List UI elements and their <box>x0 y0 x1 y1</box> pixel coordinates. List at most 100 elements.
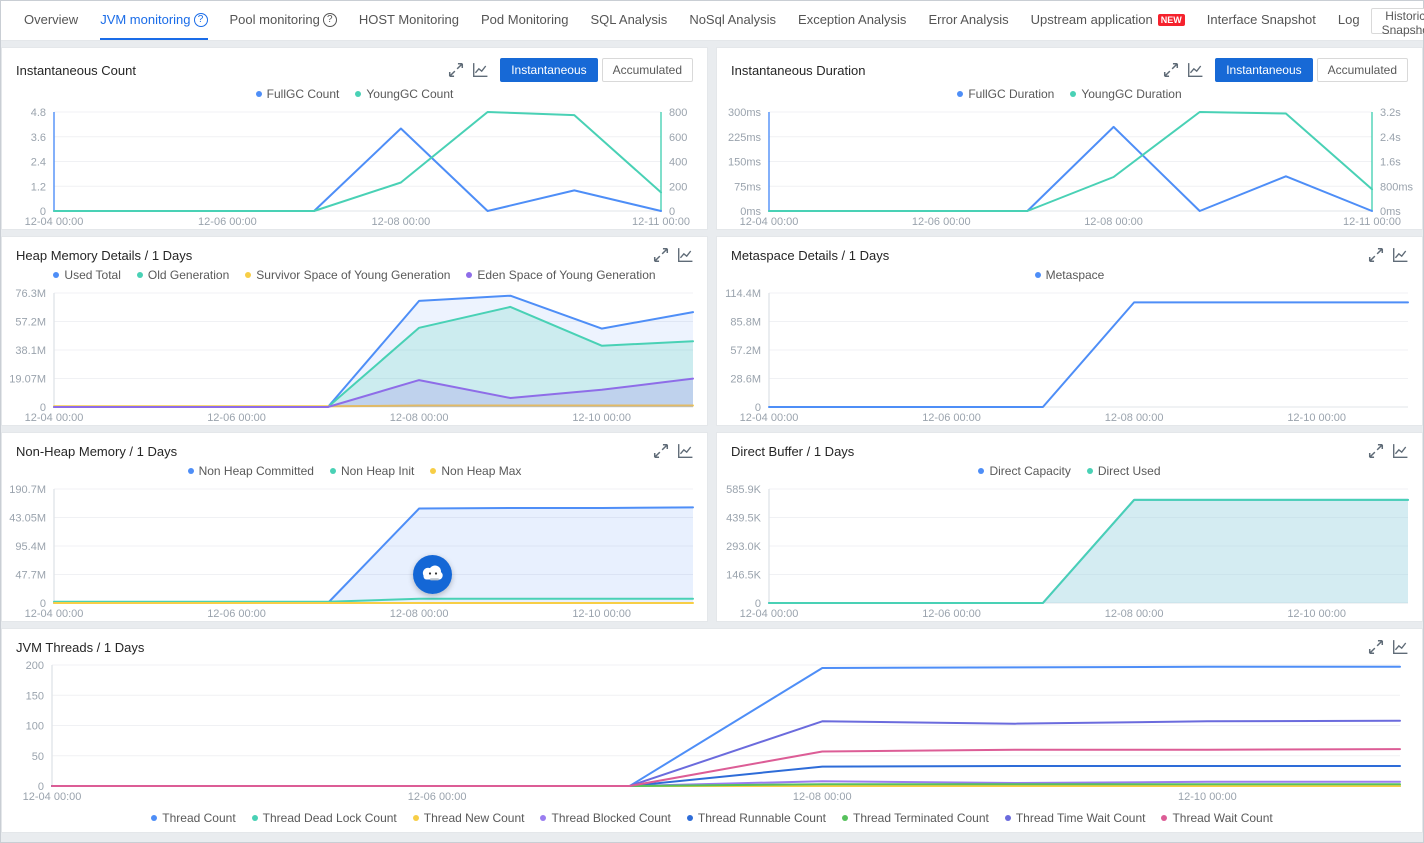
svg-text:57.2M: 57.2M <box>15 317 46 329</box>
legend-item[interactable]: Metaspace <box>1034 268 1104 282</box>
tab-overview[interactable]: Overview <box>24 1 78 40</box>
legend-dot <box>841 815 848 821</box>
svg-text:4.8: 4.8 <box>31 107 46 119</box>
legend-dot <box>412 815 419 821</box>
line-chart-icon[interactable] <box>1392 639 1408 655</box>
svg-text:0: 0 <box>755 402 761 414</box>
legend-item[interactable]: Non Heap Committed <box>187 464 314 478</box>
legend-label: Used Total <box>64 268 121 282</box>
svg-text:146.5K: 146.5K <box>726 570 762 582</box>
legend-label: Thread Runnable Count <box>697 811 826 825</box>
legend-item[interactable]: FullGC Count <box>255 87 340 101</box>
legend-item[interactable]: Thread Dead Lock Count <box>251 811 397 825</box>
legend-dot <box>255 91 262 97</box>
legend-item[interactable]: YoungGC Duration <box>1070 87 1182 101</box>
legend-dot <box>187 468 194 474</box>
legend-item[interactable]: Thread Runnable Count <box>686 811 826 825</box>
tab-interface-snapshot[interactable]: Interface Snapshot <box>1207 1 1316 40</box>
instantaneous-toggle[interactable]: Instantaneous <box>500 58 598 82</box>
tab-label: Pool monitoring <box>229 12 320 27</box>
line-chart-icon[interactable] <box>677 247 693 263</box>
chart-plot-area[interactable]: 0ms 0ms 75ms 800ms 150ms 1.6s 225ms 2.4s 300ms 3.… <box>717 104 1422 229</box>
accumulated-toggle[interactable]: Accumulated <box>1316 58 1408 82</box>
line-chart-icon[interactable] <box>1392 443 1408 459</box>
line-chart-icon[interactable] <box>1392 247 1408 263</box>
legend-label: FullGC Duration <box>968 87 1055 101</box>
legend-label: FullGC Count <box>266 87 340 101</box>
tab-sql-analysis[interactable]: SQL Analysis <box>590 1 667 40</box>
tab-log[interactable]: Log <box>1338 1 1360 40</box>
expand-icon[interactable] <box>653 247 669 263</box>
svg-text:12-08 00:00: 12-08 00:00 <box>1105 412 1164 424</box>
instantaneous-toggle[interactable]: Instantaneous <box>1215 58 1313 82</box>
legend-item[interactable]: Used Total <box>53 268 121 282</box>
legend-item[interactable]: FullGC Duration <box>957 87 1054 101</box>
tab-exception-analysis[interactable]: Exception Analysis <box>798 1 906 40</box>
legend-item[interactable]: Non Heap Init <box>329 464 414 478</box>
svg-text:400: 400 <box>669 157 687 169</box>
legend-item[interactable]: Survivor Space of Young Generation <box>245 268 450 282</box>
tab-host-monitoring[interactable]: HOST Monitoring <box>359 1 459 40</box>
legend-item[interactable]: Thread New Count <box>412 811 524 825</box>
legend-label: Direct Used <box>1097 464 1161 478</box>
svg-text:12-06 00:00: 12-06 00:00 <box>922 412 981 424</box>
svg-text:2.4: 2.4 <box>31 157 46 169</box>
help-icon[interactable]: ? <box>193 12 208 27</box>
legend-dot <box>1086 468 1093 474</box>
chart-plot-area[interactable]: 0 146.5K 293.0K 439.5K 585.9K 12-04 00:00 12-0… <box>717 481 1422 621</box>
chart-plot-area[interactable]: 0 50 100 150 200 12-04 00:00 12-06 00:00 12-08 … <box>2 657 1422 804</box>
help-icon[interactable]: ? <box>322 12 337 27</box>
svg-text:12-06 00:00: 12-06 00:00 <box>207 412 266 424</box>
svg-text:12-10 00:00: 12-10 00:00 <box>572 608 631 620</box>
legend-dot <box>540 815 547 821</box>
expand-icon[interactable] <box>1368 247 1384 263</box>
svg-text:800: 800 <box>669 107 687 119</box>
tab-error-analysis[interactable]: Error Analysis <box>928 1 1008 40</box>
legend-item[interactable]: Direct Capacity <box>978 464 1071 478</box>
expand-icon[interactable] <box>1368 443 1384 459</box>
legend-item[interactable]: Thread Terminated Count <box>841 811 989 825</box>
svg-text:85.8M: 85.8M <box>730 317 761 329</box>
tab-upstream-application[interactable]: Upstream application NEW <box>1031 1 1185 40</box>
legend-dot <box>53 272 60 278</box>
legend-item[interactable]: Thread Time Wait Count <box>1004 811 1145 825</box>
svg-text:95.4M: 95.4M <box>15 541 46 553</box>
svg-text:0: 0 <box>40 206 46 218</box>
expand-icon[interactable] <box>1368 639 1384 655</box>
tab-nosql-analysis[interactable]: NoSql Analysis <box>689 1 776 40</box>
tab-pod-monitoring[interactable]: Pod Monitoring <box>481 1 568 40</box>
legend-item[interactable]: YoungGC Count <box>355 87 453 101</box>
legend-item[interactable]: Old Generation <box>136 268 229 282</box>
line-chart-icon[interactable] <box>1187 62 1203 78</box>
legend-item[interactable]: Eden Space of Young Generation <box>466 268 656 282</box>
line-chart-icon[interactable] <box>677 443 693 459</box>
legend-item[interactable]: Direct Used <box>1086 464 1161 478</box>
legend-item[interactable]: Thread Blocked Count <box>540 811 671 825</box>
svg-text:200: 200 <box>26 660 44 672</box>
tab-label: Error Analysis <box>928 12 1009 27</box>
mode-toggle: Instantaneous Accumulated <box>1215 58 1408 82</box>
expand-icon[interactable] <box>448 62 464 78</box>
chart-plot-area[interactable]: 0 28.6M 57.2M 85.8M 114.4M 12-04 00:00 12-06 0… <box>717 285 1422 425</box>
svg-text:47.7M: 47.7M <box>15 570 46 582</box>
line-chart-icon[interactable] <box>472 62 488 78</box>
accumulated-toggle[interactable]: Accumulated <box>601 58 693 82</box>
tab-pool-monitoring[interactable]: Pool monitoring? <box>230 1 337 40</box>
expand-icon[interactable] <box>1163 62 1179 78</box>
legend-item[interactable]: Thread Count <box>151 811 236 825</box>
svg-text:225ms: 225ms <box>728 132 762 144</box>
chart-plot-area[interactable]: 0 0 1.2 200 2.4 400 3.6 600 4.8 800 12-04 00:00 12-… <box>2 104 707 229</box>
svg-text:12-10 00:00: 12-10 00:00 <box>572 412 631 424</box>
cloud-assistant-widget[interactable] <box>413 555 452 594</box>
expand-icon[interactable] <box>653 443 669 459</box>
chart-plot-area[interactable]: 0 47.7M 95.4M 43.05M 190.7M 12-04 00:00 12-06 … <box>2 481 707 621</box>
svg-text:12-06 00:00: 12-06 00:00 <box>207 608 266 620</box>
legend-item[interactable]: Thread Wait Count <box>1161 811 1273 825</box>
charts-row-4: JVM Threads / 1 Days 0 50 100 150 200 12-04 0… <box>1 628 1423 833</box>
legend-label: Direct Capacity <box>989 464 1071 478</box>
legend-dot <box>1161 815 1168 821</box>
tab-jvm-monitoring[interactable]: JVM monitoring? <box>100 1 208 40</box>
chart-plot-area[interactable]: 0 19.07M 38.1M 57.2M 76.3M 12-04 00:00 12-06 0… <box>2 285 707 425</box>
legend-item[interactable]: Non Heap Max <box>430 464 521 478</box>
historical-snapshots-button[interactable]: Historical Snapshots <box>1370 7 1424 37</box>
